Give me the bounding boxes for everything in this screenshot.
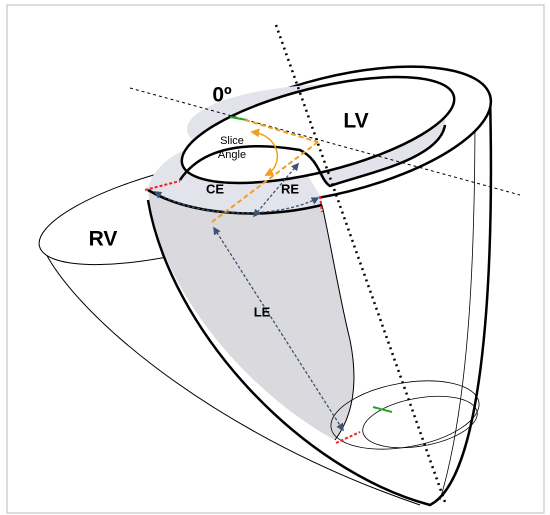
le-label: LE <box>254 304 271 319</box>
slice-region <box>148 190 354 440</box>
ce-label: CE <box>206 181 224 196</box>
slice-label: Slice <box>220 135 244 147</box>
rv-label: RV <box>89 228 118 251</box>
lv-label: LV <box>343 110 368 133</box>
angle-label: Angle <box>218 149 246 161</box>
re-label: RE <box>281 181 299 196</box>
diagram: 0º LV RV Slice Angle CE RE LE <box>0 0 550 515</box>
zero-label: 0º <box>212 84 232 107</box>
